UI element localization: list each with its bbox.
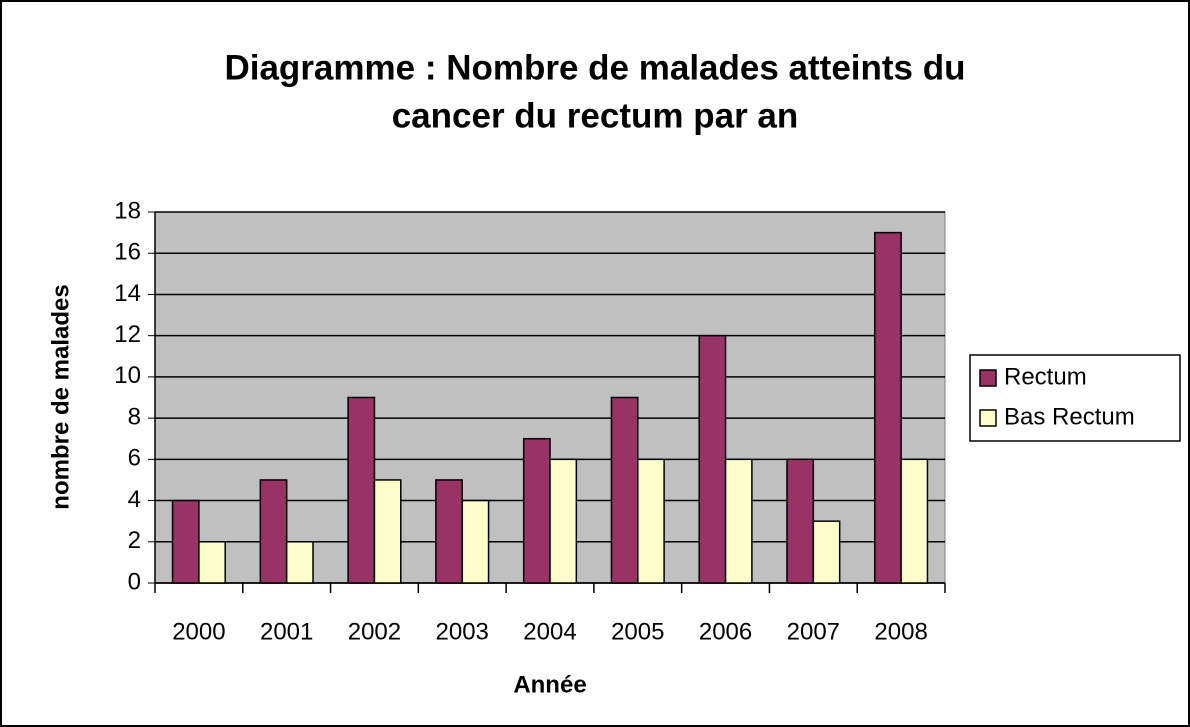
bar bbox=[900, 458, 929, 584]
y-axis-title: nombre de malades bbox=[47, 284, 74, 509]
bar bbox=[461, 499, 490, 584]
bar bbox=[522, 437, 551, 584]
y-tick-label: 0 bbox=[128, 568, 141, 595]
y-tick-label: 16 bbox=[114, 239, 141, 266]
y-tick-label: 14 bbox=[114, 280, 141, 307]
y-tick-label: 6 bbox=[128, 445, 141, 472]
chart-title: cancer du rectum par an bbox=[392, 96, 799, 135]
bar bbox=[610, 396, 639, 584]
bar bbox=[435, 479, 463, 584]
x-tick-label: 2006 bbox=[699, 618, 752, 645]
legend-box bbox=[969, 354, 1181, 442]
bar bbox=[549, 458, 578, 584]
bar bbox=[373, 479, 402, 584]
legend-label: Rectum bbox=[1004, 363, 1087, 390]
y-tick-label: 12 bbox=[114, 321, 141, 348]
x-tick-label: 2003 bbox=[436, 618, 489, 645]
bar bbox=[198, 541, 226, 584]
bar bbox=[724, 458, 753, 584]
y-tick-label: 18 bbox=[114, 197, 141, 224]
bar bbox=[812, 520, 841, 584]
x-tick-label: 2008 bbox=[874, 618, 927, 645]
y-tick-label: 2 bbox=[128, 527, 141, 554]
chart-title: Diagramme : Nombre de malades atteints d… bbox=[224, 48, 965, 87]
bar bbox=[347, 396, 376, 584]
x-tick-label: 2002 bbox=[348, 618, 401, 645]
bar bbox=[285, 541, 314, 584]
y-tick-label: 8 bbox=[128, 403, 141, 430]
legend-swatch bbox=[979, 409, 997, 427]
bar bbox=[874, 231, 902, 584]
bar bbox=[698, 334, 727, 584]
x-tick-label: 2004 bbox=[523, 618, 576, 645]
bar bbox=[637, 458, 665, 584]
y-tick-label: 4 bbox=[128, 486, 141, 513]
bar bbox=[171, 499, 200, 584]
legend-label: Bas Rectum bbox=[1004, 403, 1135, 430]
bar bbox=[259, 479, 288, 584]
legend-swatch bbox=[979, 369, 997, 387]
x-tick-label: 2000 bbox=[172, 618, 225, 645]
bar bbox=[786, 458, 815, 584]
x-axis-title: Année bbox=[513, 671, 586, 698]
x-tick-label: 2005 bbox=[611, 618, 664, 645]
y-tick-label: 10 bbox=[114, 362, 141, 389]
x-tick-label: 2001 bbox=[260, 618, 313, 645]
x-tick-label: 2007 bbox=[787, 618, 840, 645]
